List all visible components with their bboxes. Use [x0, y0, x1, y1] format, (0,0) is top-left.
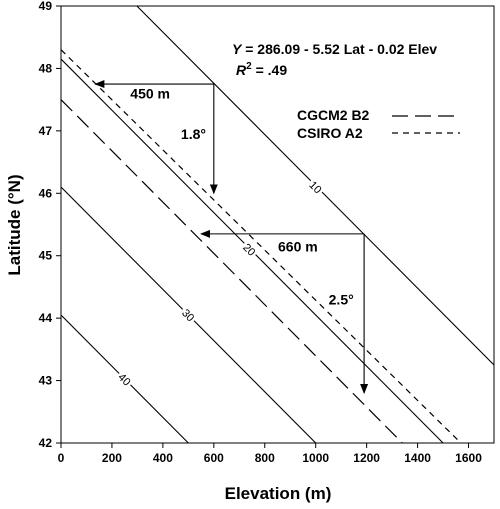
x-tick-label: 1000 — [302, 451, 329, 465]
contour-label-20: 20 — [240, 242, 257, 259]
y-axis-title: Latitude (°N) — [5, 174, 24, 275]
x-tick-label: 1600 — [455, 451, 482, 465]
y-axis: 42 43 44 45 46 47 48 49 — [39, 0, 61, 450]
x-axis-title: Elevation (m) — [225, 484, 332, 503]
annotation-label: 1.8° — [181, 126, 206, 142]
contour-label-30: 30 — [179, 307, 196, 324]
legend-label-csiro: CSIRO A2 — [297, 125, 363, 141]
legend-label-cgcm2: CGCM2 B2 — [297, 107, 370, 123]
y-tick-label: 46 — [39, 186, 53, 200]
r-squared-sup: 2 — [246, 61, 252, 72]
y-tick-label: 43 — [39, 374, 53, 388]
x-tick-label: 400 — [153, 451, 173, 465]
arrow-annotations — [94, 80, 369, 395]
y-tick-label: 47 — [39, 124, 53, 138]
x-tick-label: 800 — [255, 451, 275, 465]
contour-label-bg — [239, 239, 260, 260]
text-annotations: 450 m 1.8° 660 m 2.5° — [130, 85, 353, 307]
equation: Y = 286.09 - 5.52 Lat - 0.02 Elev — [232, 41, 437, 57]
equation-y-var: Y — [232, 41, 243, 57]
contour-label-bg — [114, 369, 135, 390]
contour-label-bg — [178, 305, 199, 325]
contour-label-bg — [305, 177, 326, 197]
r-squared: R2 = .49 — [236, 61, 287, 78]
r-squared-rest: = .49 — [252, 62, 288, 78]
r-squared-var: R — [236, 62, 247, 78]
contour-label-10: 10 — [306, 179, 323, 196]
equation-rest: = 286.09 - 5.52 Lat - 0.02 Elev — [241, 41, 437, 57]
x-axis: 0 200 400 600 800 1000 1200 1400 1600 — [58, 443, 482, 465]
y-tick-label: 44 — [39, 311, 53, 325]
x-tick-label: 600 — [204, 451, 224, 465]
y-tick-label: 45 — [39, 249, 53, 263]
y-tick-label: 48 — [39, 61, 53, 75]
contour-label-40: 40 — [115, 371, 132, 388]
x-tick-label: 1400 — [404, 451, 431, 465]
series-line-0 — [60, 99, 403, 444]
y-tick-label: 42 — [39, 436, 53, 450]
series-line-1 — [60, 49, 462, 444]
annotation-label: 2.5° — [329, 291, 354, 307]
legend: CGCM2 B2 CSIRO A2 — [297, 107, 460, 141]
plot-frame — [60, 5, 495, 444]
annotation-label: 450 m — [130, 85, 170, 101]
x-tick-label: 200 — [102, 451, 122, 465]
annotation-label: 660 m — [278, 238, 318, 254]
x-tick-label: 1200 — [353, 451, 380, 465]
y-tick-label: 49 — [39, 0, 53, 13]
x-tick-label: 0 — [58, 451, 65, 465]
data-series — [60, 49, 462, 444]
